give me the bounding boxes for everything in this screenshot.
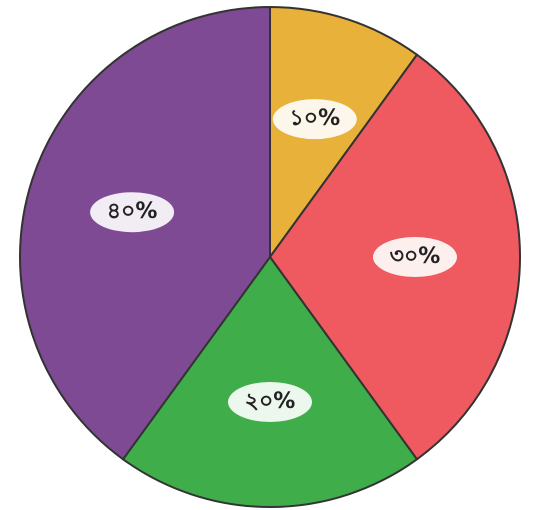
label-cloud: [373, 237, 457, 277]
data-label: ৩০%: [390, 244, 441, 269]
data-label: ১০%: [289, 106, 340, 131]
data-label: ২০%: [245, 389, 296, 414]
pie-slice: [19, 5, 271, 461]
label-cloud: [90, 192, 175, 233]
data-label: ৪০%: [107, 199, 158, 224]
pie-slice: [121, 255, 419, 508]
label-cloud: [272, 99, 357, 140]
label-cloud: [228, 382, 312, 422]
